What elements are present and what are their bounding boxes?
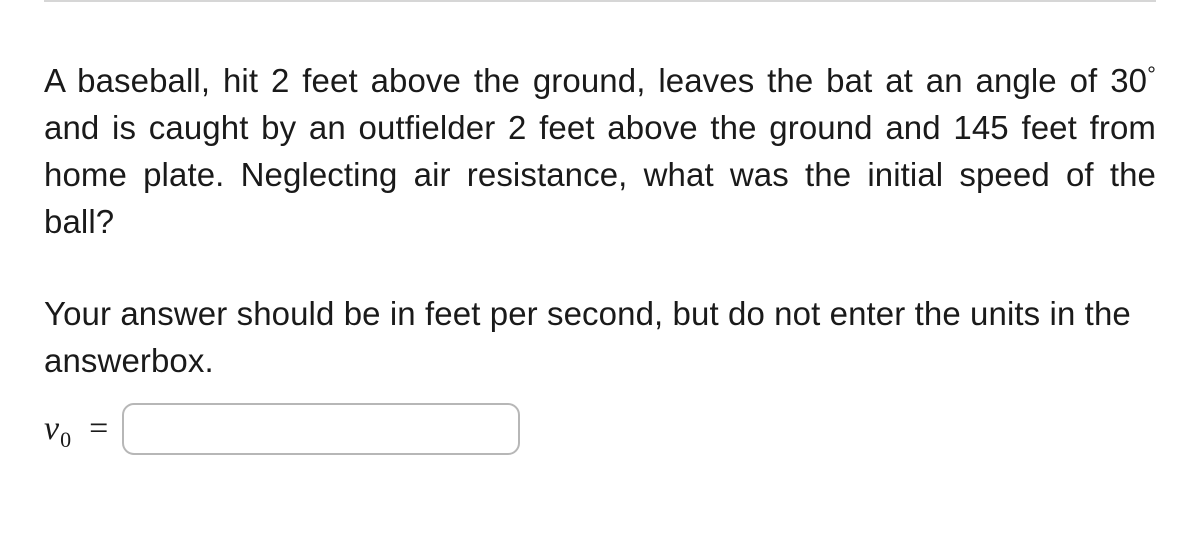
variable-subscript: 0	[60, 427, 71, 453]
answer-input[interactable]	[122, 403, 520, 455]
problem-text: A baseball, hit 2 feet above the ground,…	[44, 58, 1156, 245]
problem-before-angle: A baseball, hit 2 feet above the ground,…	[44, 62, 1110, 99]
variable-base: v	[44, 410, 59, 448]
degree-symbol: °	[1147, 62, 1156, 87]
question-container: A baseball, hit 2 feet above the ground,…	[0, 0, 1200, 485]
angle-expression: 30°	[1110, 62, 1156, 99]
answer-row: v0 =	[44, 403, 1156, 455]
instruction-text: Your answer should be in feet per second…	[44, 291, 1156, 385]
top-divider	[44, 0, 1156, 2]
variable-label: v0	[44, 410, 75, 448]
problem-after-angle: and is caught by an outfielder 2 feet ab…	[44, 109, 1156, 240]
angle-value: 30	[1110, 62, 1147, 99]
equals-sign: =	[89, 410, 108, 448]
